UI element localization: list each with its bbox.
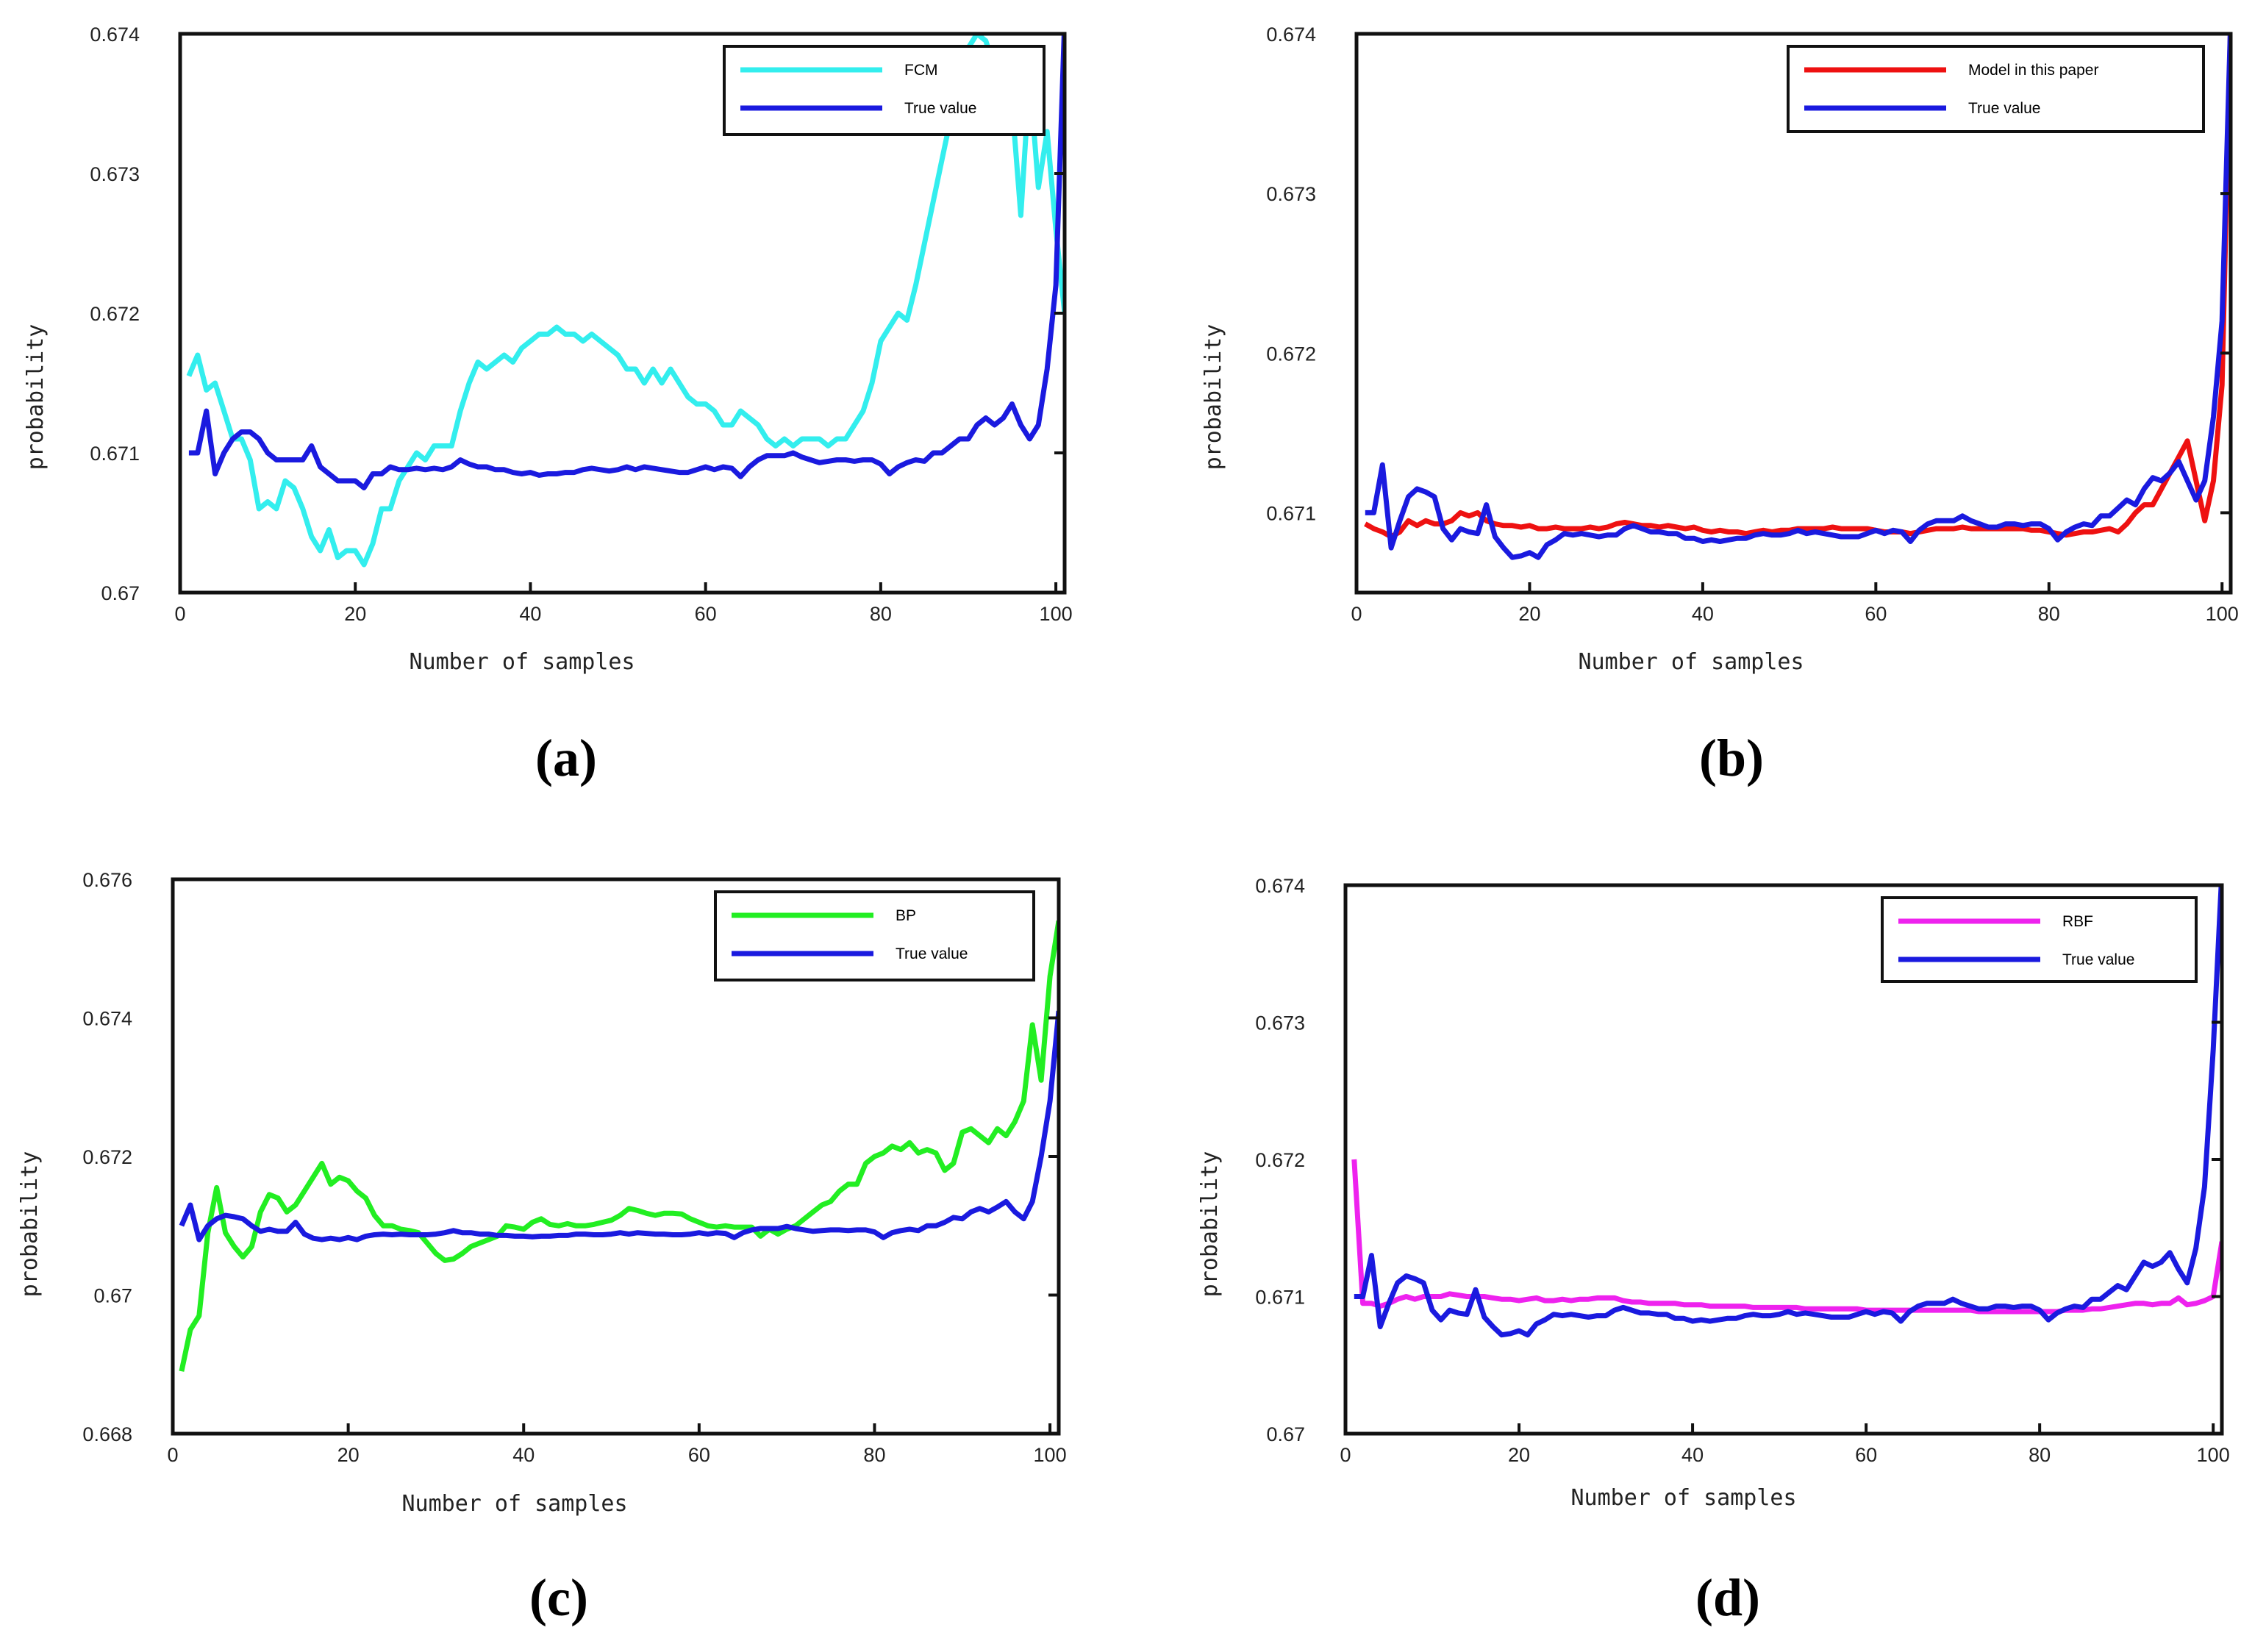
x-tick-label: 80 [2038, 603, 2060, 625]
chart-panel-c: 0 20 40 60 80 100 0.668 0.67 0.672 0.674 0.676 Numb… [17, 869, 1067, 1627]
y-tick-label: 0.67 [93, 1285, 132, 1307]
x-tick-label: 20 [1518, 603, 1540, 625]
series-line-bp [179, 920, 1059, 1372]
y-tick-label: 0.674 [1255, 875, 1305, 897]
legend: Model in this paper True value [1787, 45, 2205, 133]
x-tick-label: 0 [167, 1444, 178, 1466]
y-tick-label: 0.674 [90, 24, 140, 46]
x-tick-label: 0 [174, 603, 185, 625]
x-tick-label: 40 [1692, 603, 1714, 625]
x-axis-label: Number of samples [401, 1491, 627, 1517]
series-line-true-value [1365, 32, 2231, 560]
y-tick-label: 0.672 [90, 303, 140, 325]
panel-label: (d) [1695, 1568, 1760, 1627]
x-tick-label: 20 [344, 603, 366, 625]
legend: BP True value [714, 890, 1035, 981]
x-axis-label: Number of samples [409, 649, 635, 675]
y-tick-label: 0.671 [1266, 502, 1316, 524]
legend-box [1787, 45, 2205, 133]
y-tick-label: 0.671 [1255, 1287, 1305, 1309]
x-tick-label: 0 [1340, 1444, 1351, 1466]
legend: RBF True value [1881, 896, 2198, 983]
x-tick-label: 100 [2206, 603, 2239, 625]
x-tick-label: 80 [2029, 1444, 2051, 1466]
y-tick-label: 0.676 [82, 869, 132, 891]
legend-label: True value [896, 945, 968, 962]
legend-label: True value [904, 100, 976, 117]
x-tick-label: 60 [1855, 1444, 1877, 1466]
legend-box [723, 45, 1046, 136]
y-axis-label: probability [23, 324, 49, 471]
chart-panel-d: 0 20 40 60 80 100 0.67 0.671 0.672 0.673 0.674 Numb… [1197, 875, 2230, 1627]
x-tick-label: 60 [688, 1444, 710, 1466]
series-line-true-value [179, 1010, 1059, 1242]
y-tick-label: 0.672 [1255, 1149, 1305, 1171]
series-line-true-value [188, 32, 1065, 490]
y-axis-label: probability [17, 1151, 43, 1298]
legend-box [1881, 896, 2198, 983]
x-tick-label: 40 [1681, 1444, 1704, 1466]
x-axis-label: Number of samples [1578, 649, 1804, 675]
legend-label: Model in this paper [1968, 62, 2098, 79]
y-tick-label: 0.67 [1266, 1423, 1305, 1445]
x-tick-label: 20 [337, 1444, 360, 1466]
y-tick-label: 0.672 [1266, 343, 1316, 365]
series-line-fcm [186, 32, 1065, 568]
legend-label: FCM [904, 62, 938, 79]
y-tick-label: 0.673 [1266, 183, 1316, 205]
y-tick-label: 0.672 [82, 1146, 132, 1168]
y-tick-label: 0.668 [82, 1423, 132, 1445]
y-tick-label: 0.674 [1266, 24, 1316, 46]
x-tick-label: 100 [1040, 603, 1073, 625]
x-tick-label: 100 [1034, 1444, 1067, 1466]
chart-panel-b: 0 20 40 60 80 100 0.671 0.672 0.673 0.674 Number o… [1201, 24, 2239, 787]
legend: FCM True value [723, 45, 1046, 136]
chart-panel-a: 0 20 40 60 80 100 0.67 0.671 0.672 0.673 0.674 Numb… [23, 24, 1073, 787]
y-tick-label: 0.673 [1255, 1012, 1305, 1034]
series-line-rbf [1351, 1159, 2222, 1315]
panel-label: (a) [535, 729, 597, 787]
legend-box [714, 890, 1035, 981]
x-tick-label: 0 [1351, 603, 1362, 625]
legend-label: BP [896, 907, 916, 924]
x-tick-label: 60 [695, 603, 717, 625]
y-axis-label: probability [1197, 1151, 1223, 1298]
x-tick-label: 80 [863, 1444, 885, 1466]
legend-label: RBF [2062, 913, 2093, 930]
legend-label: True value [2062, 951, 2134, 968]
legend-label: True value [1968, 100, 2040, 117]
x-axis-label: Number of samples [1570, 1485, 1796, 1511]
x-tick-label: 40 [512, 1444, 535, 1466]
panel-label: (b) [1699, 729, 1764, 787]
x-tick-label: 100 [2197, 1444, 2230, 1466]
x-tick-label: 40 [519, 603, 541, 625]
y-tick-label: 0.673 [90, 163, 140, 185]
y-tick-label: 0.674 [82, 1008, 132, 1030]
x-tick-label: 60 [1865, 603, 1887, 625]
x-tick-label: 20 [1508, 1444, 1530, 1466]
y-axis-label: probability [1201, 324, 1226, 471]
plot-frame [1354, 32, 2233, 595]
panel-label: (c) [529, 1568, 588, 1627]
series-line-true-value [1354, 884, 2222, 1338]
y-tick-label: 0.67 [101, 582, 140, 604]
y-tick-label: 0.671 [90, 443, 140, 465]
x-tick-label: 80 [870, 603, 892, 625]
